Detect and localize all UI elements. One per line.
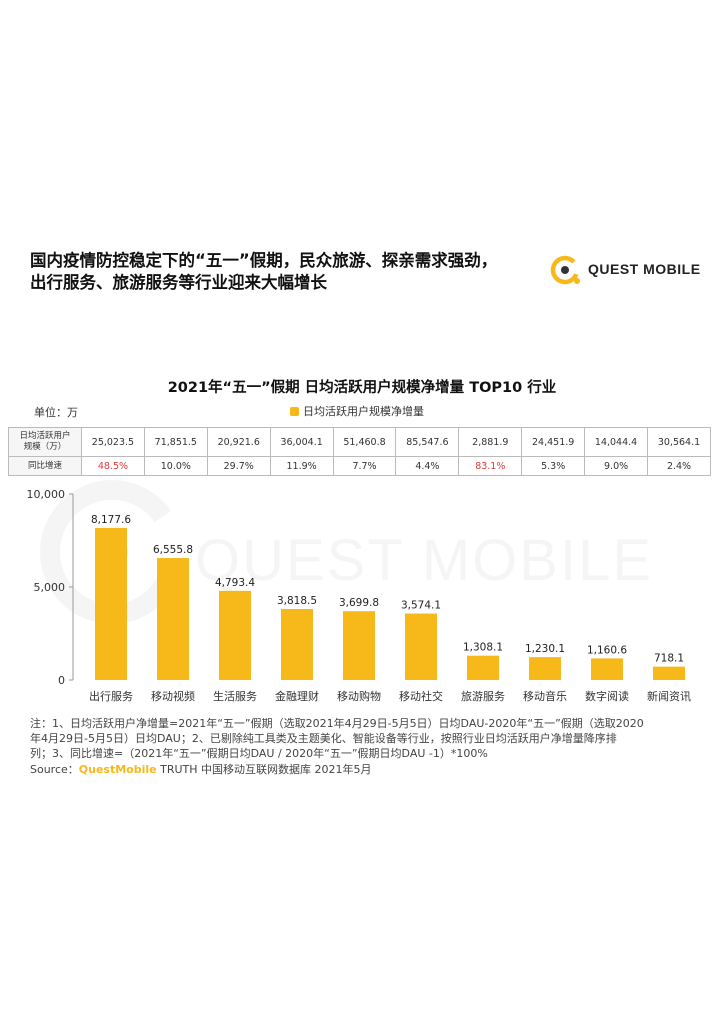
dau-cell: 85,547.6 — [395, 427, 460, 457]
dau-cell: 30,564.1 — [647, 427, 711, 457]
bar-value-label: 3,574.1 — [401, 600, 441, 612]
bar-value-label: 1,308.1 — [463, 642, 503, 654]
growth-row-header: 同比增速 — [8, 456, 82, 476]
dau-cell: 24,451.9 — [521, 427, 586, 457]
chart-title: 2021年“五一”假期 日均活跃用户规模净增量 TOP10 行业 — [167, 380, 557, 396]
questmobile-logo-icon — [550, 255, 580, 285]
legend-label: 日均活跃用户规模净增量 — [303, 405, 424, 418]
headline-line-2: 出行服务、旅游服务等行业迎来大幅增长 — [30, 273, 327, 292]
headline: 国内疫情防控稳定下的“五一”假期，民众旅游、探亲需求强劲， 出行服务、旅游服务等… — [30, 250, 530, 294]
bar-value-label: 4,793.4 — [215, 577, 255, 589]
notes-line-3: 列；3、同比增速=（2021年“五一”假期日均DAU / 2020年“五一”假期… — [30, 747, 488, 760]
source-rest: TRUTH 中国移动互联网数据库 2021年5月 — [156, 763, 372, 776]
dau-cell: 71,851.5 — [143, 427, 208, 457]
category-labels: 出行服务 移动视频 生活服务 金融理财 移动购物 移动社交 旅游服务 移动音乐 数字阅读 新闻资讯 — [89, 689, 691, 703]
bar-chart: QUEST MOBILE 0 5,000 10,000 8,177.6 6,555.8… — [27, 480, 691, 703]
growth-row: 同比增速 48.5% 10.0% 29.7% 11.9% 7.7% 4.4% 8… — [8, 456, 711, 476]
growth-cell: 29.7% — [206, 456, 271, 476]
bar — [467, 655, 499, 680]
questmobile-logo: QUEST MOBILE — [548, 253, 701, 287]
watermark-text: QUEST MOBILE — [195, 528, 653, 593]
dau-cell: 2,881.9 — [458, 427, 523, 457]
dau-row-header: 日均活跃用户 规模（万） — [8, 427, 82, 457]
legend: 日均活跃用户规模净增量 — [290, 403, 424, 419]
y-tick-label: 0 — [58, 674, 65, 687]
dau-cell: 51,460.8 — [332, 427, 397, 457]
growth-cell: 2.4% — [647, 456, 711, 476]
bar — [591, 658, 623, 680]
bar-value-label: 3,699.8 — [339, 597, 379, 609]
category-label: 旅游服务 — [461, 689, 505, 703]
unit-label: 单位：万 — [34, 406, 78, 419]
logo-text: QUEST MOBILE — [588, 261, 701, 277]
dau-cell: 36,004.1 — [269, 427, 334, 457]
value-labels: 8,177.6 6,555.8 4,793.4 3,818.5 3,699.8 3,574… — [91, 514, 684, 665]
bar — [405, 613, 437, 680]
growth-cell: 48.5% — [81, 456, 145, 476]
notes-line-1: 注：1、日均活跃用户净增量=2021年“五一”假期（选取2021年4月29日-5… — [30, 717, 644, 730]
source: Source：QuestMobile TRUTH 中国移动互联网数据库 2021… — [30, 761, 372, 777]
growth-cell: 10.0% — [143, 456, 208, 476]
y-tick-label: 5,000 — [34, 581, 66, 594]
bar-value-label: 1,230.1 — [525, 643, 565, 655]
bar-value-label: 718.1 — [654, 653, 684, 665]
bars — [95, 527, 685, 680]
headline-line-1: 国内疫情防控稳定下的“五一”假期，民众旅游、探亲需求强劲， — [30, 251, 498, 270]
growth-cell: 11.9% — [269, 456, 334, 476]
category-label: 出行服务 — [89, 689, 133, 703]
category-label: 移动购物 — [337, 689, 381, 703]
dau-cell: 20,921.6 — [206, 427, 271, 457]
growth-cell: 5.3% — [521, 456, 586, 476]
category-label: 移动社交 — [399, 689, 443, 703]
category-label: 金融理财 — [275, 689, 319, 703]
bar — [343, 611, 375, 680]
y-tick-label: 10,000 — [27, 488, 66, 501]
bar-value-label: 1,160.6 — [587, 644, 627, 656]
dau-cell: 25,023.5 — [81, 427, 145, 457]
stats-table: 日均活跃用户 规模（万） 25,023.5 71,851.5 20,921.6 … — [8, 427, 711, 476]
source-prefix: Source： — [30, 763, 79, 776]
bar — [157, 558, 189, 680]
bar-value-label: 3,818.5 — [277, 595, 317, 607]
category-label: 移动音乐 — [523, 689, 567, 703]
bar — [95, 527, 127, 680]
category-label: 新闻资讯 — [647, 689, 691, 703]
growth-cell: 83.1% — [458, 456, 523, 476]
legend-swatch — [290, 406, 299, 416]
category-label: 移动视频 — [151, 689, 195, 703]
y-ticks: 0 5,000 10,000 — [27, 488, 73, 687]
bar-value-label: 6,555.8 — [153, 544, 193, 556]
source-brand: QuestMobile — [78, 763, 157, 776]
category-label: 生活服务 — [213, 689, 257, 703]
dau-row: 日均活跃用户 规模（万） 25,023.5 71,851.5 20,921.6 … — [8, 427, 711, 457]
bar — [281, 608, 313, 680]
growth-cell: 4.4% — [395, 456, 460, 476]
category-label: 数字阅读 — [585, 689, 629, 703]
growth-cell: 7.7% — [332, 456, 397, 476]
dau-cell: 14,044.4 — [584, 427, 649, 457]
bar-value-label: 8,177.6 — [91, 514, 131, 526]
growth-cell: 9.0% — [584, 456, 649, 476]
bar — [529, 657, 561, 680]
bar — [653, 666, 685, 680]
bar — [219, 590, 251, 680]
notes: 注：1、日均活跃用户净增量=2021年“五一”假期（选取2021年4月29日-5… — [30, 716, 700, 761]
notes-line-2: 年4月29日-5月5日）日均DAU；2、已剔除纯工具类及主题美化、智能设备等行业… — [30, 732, 617, 745]
